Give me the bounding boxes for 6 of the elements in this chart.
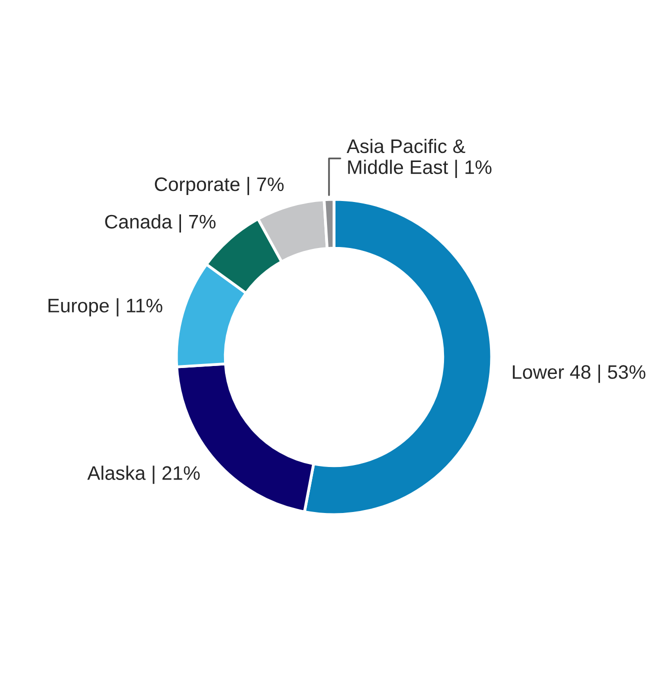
slice-label: Canada | 7% <box>105 214 216 233</box>
slice-label: Asia Pacific & Middle East | 1% <box>346 138 492 178</box>
slice-label: Lower 48 | 53% <box>512 364 646 383</box>
slice-label: Corporate | 7% <box>154 176 284 196</box>
slice-label: Europe | 11% <box>48 298 162 316</box>
slice-label: Alaska | 21% <box>87 466 200 484</box>
